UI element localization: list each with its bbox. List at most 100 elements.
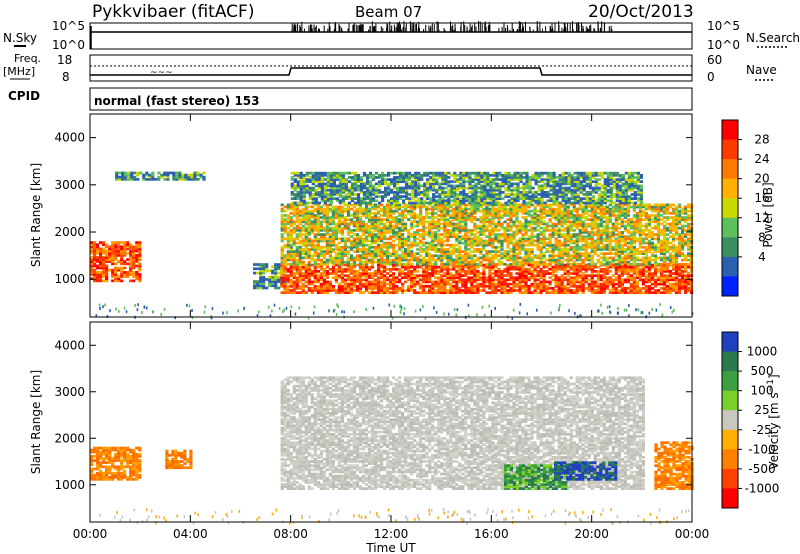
echo-cell <box>114 273 118 276</box>
echo-cell <box>358 239 363 243</box>
echo-cell <box>485 284 489 288</box>
echo-cell <box>623 254 627 258</box>
echo-cell <box>346 203 351 207</box>
echo-cell <box>404 205 408 209</box>
echo-cell <box>328 222 332 226</box>
echo-cell <box>602 252 606 255</box>
echo-cell <box>644 287 648 290</box>
echo-cell <box>590 254 594 258</box>
echo-cell <box>488 256 492 260</box>
echo-cell <box>473 284 477 288</box>
echo-cell <box>340 207 344 211</box>
echo-cell <box>328 284 332 288</box>
echo-cell <box>668 278 673 282</box>
echo-cell <box>584 267 588 271</box>
echo-cell <box>361 226 366 230</box>
echo-cell <box>524 239 528 243</box>
echo-cell <box>536 274 540 277</box>
echo-cell <box>476 258 480 262</box>
echo-cell <box>380 256 384 260</box>
echo-cell <box>644 233 648 236</box>
echo-cell <box>337 214 341 217</box>
echo-cell <box>515 276 519 280</box>
echo-cell <box>265 265 269 268</box>
echo-cell <box>467 218 471 221</box>
echo-cell <box>687 274 691 277</box>
echo-cell <box>304 239 308 243</box>
echo-cell <box>373 222 378 226</box>
echo-cell <box>340 252 344 255</box>
echo-cell <box>533 274 537 277</box>
echo-cell <box>524 226 528 230</box>
echo-cell <box>364 209 369 213</box>
echo-cell <box>304 203 308 207</box>
echo-cell <box>548 282 552 286</box>
echo-cell <box>425 207 429 211</box>
echo-cell <box>440 222 444 226</box>
echo-cell <box>650 265 655 269</box>
echo-cell <box>623 280 627 284</box>
echo-cell <box>626 218 630 221</box>
echo-cell <box>506 241 510 245</box>
echo-cell <box>470 220 474 224</box>
echo-cell <box>283 229 287 232</box>
echo-cell <box>108 256 112 259</box>
echo-cell <box>337 254 341 258</box>
echo-cell <box>440 289 444 292</box>
echo-cell <box>464 248 468 251</box>
echo-cell <box>383 218 387 221</box>
echo-cell <box>298 254 302 258</box>
echo-cell <box>443 226 447 230</box>
echo-cell <box>503 212 507 215</box>
echo-cell <box>428 233 432 236</box>
echo-cell <box>316 262 320 266</box>
echo-cell <box>277 278 281 281</box>
echo-cell <box>310 229 314 232</box>
echo-cell <box>274 273 278 277</box>
echo-cell <box>488 280 492 284</box>
echo-cell <box>301 212 305 215</box>
echo-cell <box>512 260 516 264</box>
echo-cell <box>322 250 326 253</box>
echo-cell <box>126 245 130 249</box>
echo-cell <box>355 272 360 275</box>
echo-cell <box>428 258 432 262</box>
echo-cell <box>452 226 456 230</box>
echo-cell <box>392 226 396 230</box>
echo-cell <box>524 222 528 226</box>
echo-cell <box>536 254 540 258</box>
echo-cell <box>674 263 679 267</box>
echo-cell <box>473 262 477 266</box>
echo-cell <box>593 270 597 273</box>
echo-cell <box>473 287 477 290</box>
echo-cell <box>524 256 528 260</box>
echo-cell <box>298 276 302 280</box>
echo-cell <box>681 282 685 286</box>
echo-cell <box>434 220 438 224</box>
echo-cell <box>364 272 369 275</box>
echo-cell <box>102 271 106 274</box>
echo-cell <box>325 248 329 251</box>
echo-cell <box>392 252 396 255</box>
echo-cell <box>485 235 489 238</box>
echo-cell <box>111 249 115 253</box>
echo-cell <box>114 243 118 247</box>
echo-cell <box>539 282 543 286</box>
echo-cell <box>560 289 564 292</box>
echo-cell <box>343 263 347 267</box>
echo-cell <box>521 278 525 282</box>
echo-cell <box>656 278 661 282</box>
echo-cell <box>340 256 344 260</box>
echo-cell <box>262 286 266 290</box>
echo-cell <box>470 209 474 213</box>
echo-cell <box>539 280 543 284</box>
echo-cell <box>602 220 606 224</box>
echo-cell <box>500 291 504 294</box>
echo-cell <box>569 280 573 284</box>
echo-cell <box>678 278 682 282</box>
echo-cell <box>322 218 326 221</box>
echo-cell <box>96 256 100 259</box>
echo-cell <box>446 209 450 213</box>
echo-cell <box>611 291 615 294</box>
